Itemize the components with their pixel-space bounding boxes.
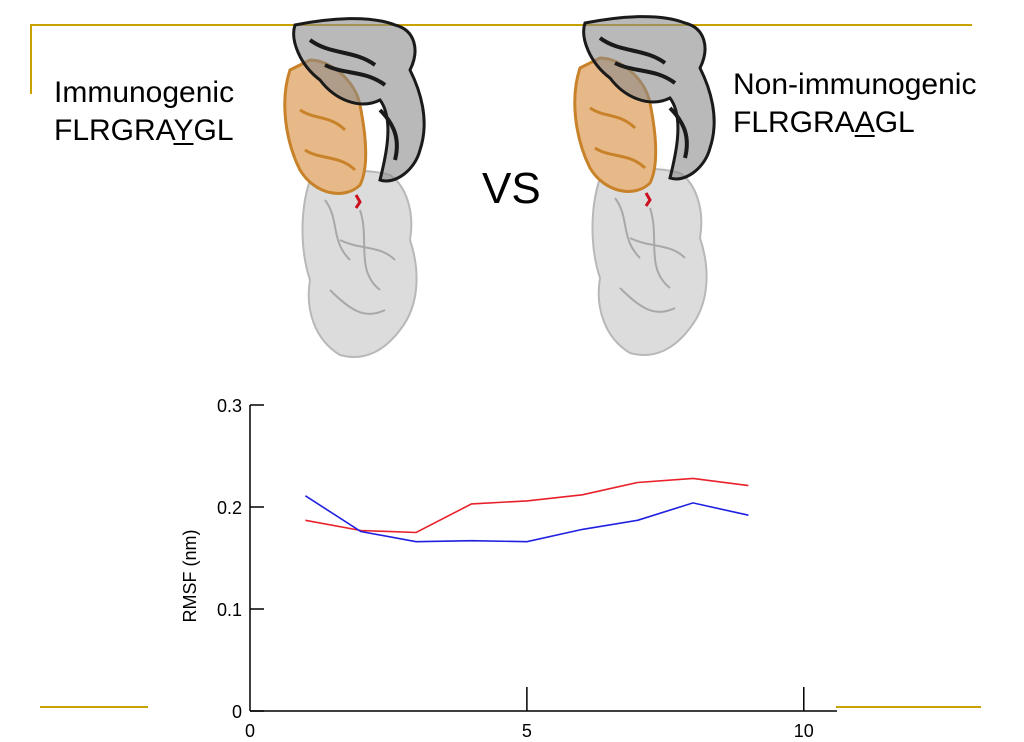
top-rule [30,24,972,26]
chart-ticks: 0 0.1 0.2 0.3 0 5 10 [217,396,814,741]
non-immunogenic-title: Non-immunogenic [733,68,977,101]
y-tick-label: 0 [232,702,242,722]
x-tick-label: 0 [245,721,255,741]
tcr-alpha-chain [582,15,716,181]
mutated-residue: Y [173,114,194,147]
left-vertical-rule [30,24,32,94]
chart-series [304,477,749,543]
peptide [644,192,652,207]
immunogenic-label: Immunogenic FLRGRAYGL [54,74,234,150]
y-tick-label: 0.3 [217,396,242,416]
non-immunogenic-sequence: FLRGRAAGL [733,106,915,139]
vs-text: VS [482,164,541,213]
x-tick-label: 5 [522,721,532,741]
mutated-residue: A [854,106,875,139]
non-immunogenic-complex-structure [573,15,716,356]
x-tick-label: 10 [794,721,814,741]
immunogenic-title: Immunogenic [54,76,235,109]
y-tick-label: 0.1 [217,600,242,620]
y-axis-label: RMSF (nm) [180,530,200,623]
series-line-2 [304,495,749,543]
bottom-left-rule [40,706,148,708]
tcr-alpha-chain [292,17,426,183]
immunogenic-complex-structure [283,17,426,358]
chart-axes [249,405,837,712]
bottom-right-rule [836,706,981,708]
non-immunogenic-label: Non-immunogenic FLRGRAAGL [733,66,976,142]
peptide [354,194,362,209]
immunogenic-sequence: FLRGRAYGL [54,114,234,147]
y-tick-label: 0.2 [217,498,242,518]
series-line-1 [305,477,749,534]
